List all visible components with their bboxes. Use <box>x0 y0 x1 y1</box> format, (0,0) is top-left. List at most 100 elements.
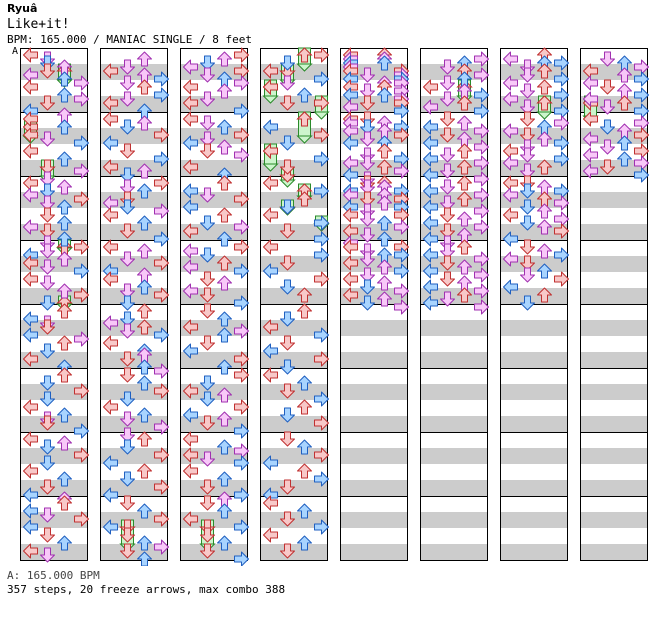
step-arrow-left <box>423 199 438 215</box>
step-arrow-down <box>520 111 535 127</box>
step-arrow-up <box>297 87 312 103</box>
step-arrow-down <box>520 239 535 255</box>
beat-stripe <box>420 416 488 432</box>
step-arrow-right <box>314 231 329 247</box>
beat-stripe <box>20 448 88 464</box>
step-arrow-down <box>40 183 55 199</box>
step-arrow-right <box>234 399 249 415</box>
beat-stripe <box>500 448 568 464</box>
chart-stats: 357 steps, 20 freeze arrows, max combo 3… <box>7 583 286 596</box>
step-arrow-down <box>440 75 455 91</box>
step-arrow-up <box>457 115 472 131</box>
step-arrow-up <box>217 275 232 291</box>
step-arrow-left <box>183 183 198 199</box>
step-arrow-down <box>200 215 215 231</box>
step-arrow-right <box>234 351 249 367</box>
step-arrow-down <box>40 527 55 543</box>
step-arrow-down <box>120 427 135 443</box>
step-arrow-left <box>103 159 118 175</box>
step-arrow-left <box>183 243 198 259</box>
step-arrow-down <box>200 495 215 511</box>
step-arrow-right <box>394 103 409 119</box>
step-arrow-right <box>234 455 249 471</box>
step-arrow-up <box>297 399 312 415</box>
step-arrow-down <box>120 59 135 75</box>
step-arrow-right <box>314 519 329 535</box>
step-arrow-down <box>40 195 55 211</box>
step-arrow-down <box>280 431 295 447</box>
step-arrow-right <box>474 103 489 119</box>
section-marker: A <box>12 46 19 57</box>
step-arrow-right <box>474 87 489 103</box>
measure-box <box>580 496 648 561</box>
step-arrow-down <box>200 391 215 407</box>
chart-column <box>20 47 89 563</box>
step-arrow-down <box>360 251 375 267</box>
step-arrow-left <box>423 183 438 199</box>
step-arrow-down <box>280 383 295 399</box>
step-arrow-up <box>57 179 72 195</box>
step-arrow-right <box>154 203 169 219</box>
step-arrow-left <box>343 167 358 183</box>
beat-stripe <box>500 512 568 528</box>
step-arrow-left <box>103 519 118 535</box>
step-arrow-right <box>474 67 489 83</box>
step-arrow-right <box>314 271 329 287</box>
step-arrow-up <box>617 67 632 83</box>
beat-stripe <box>420 512 488 528</box>
step-arrow-up <box>377 195 392 211</box>
beat-stripe <box>420 64 488 80</box>
step-arrow-left <box>583 147 598 163</box>
step-arrow-left <box>23 219 38 235</box>
step-arrow-down <box>200 479 215 495</box>
step-arrow-down <box>120 75 135 91</box>
step-arrow-left <box>183 343 198 359</box>
beat-stripe <box>500 544 568 560</box>
step-arrow-down <box>440 207 455 223</box>
step-arrow-right <box>314 183 329 199</box>
step-arrow-left <box>23 187 38 203</box>
step-arrow-left <box>423 263 438 279</box>
step-arrow-left <box>103 487 118 503</box>
step-arrow-down <box>120 439 135 455</box>
beat-stripe <box>340 480 408 496</box>
step-arrow-left <box>263 367 278 383</box>
step-arrow-up <box>217 51 232 67</box>
step-arrow-left <box>23 519 38 535</box>
step-arrow-right <box>474 123 489 139</box>
measure-box <box>340 496 408 561</box>
step-arrow-right <box>74 511 89 527</box>
step-arrow-right <box>234 295 249 311</box>
beat-stripe <box>500 288 568 304</box>
step-arrow-left <box>183 283 198 299</box>
step-arrow-up <box>217 359 232 375</box>
step-arrow-right <box>314 391 329 407</box>
step-arrow-up <box>137 279 152 295</box>
bpm-summary: A: 165.000 BPM <box>7 569 100 582</box>
beat-stripe <box>340 512 408 528</box>
step-arrow-left <box>503 207 518 223</box>
step-arrow-left <box>263 263 278 279</box>
step-arrow-right <box>154 539 169 555</box>
freeze-arrow-up <box>296 47 313 72</box>
step-arrow-up <box>217 439 232 455</box>
step-arrow-left <box>183 383 198 399</box>
step-arrow-up <box>137 183 152 199</box>
step-arrow-down <box>40 415 55 431</box>
step-arrow-right <box>154 231 169 247</box>
beat-stripe <box>580 288 648 304</box>
step-arrow-right <box>314 447 329 463</box>
step-arrow-left <box>423 231 438 247</box>
step-arrow-left <box>183 199 198 215</box>
step-arrow-left <box>103 111 118 127</box>
step-arrow-down <box>360 279 375 295</box>
step-arrow-up <box>217 83 232 99</box>
step-arrow-left <box>423 247 438 263</box>
step-arrow-up <box>57 367 72 383</box>
beat-stripe <box>420 352 488 368</box>
beat-stripe <box>340 320 408 336</box>
step-arrow-left <box>423 215 438 231</box>
step-arrow-up <box>137 375 152 391</box>
step-arrow-up <box>57 435 72 451</box>
chart-column <box>500 47 569 561</box>
